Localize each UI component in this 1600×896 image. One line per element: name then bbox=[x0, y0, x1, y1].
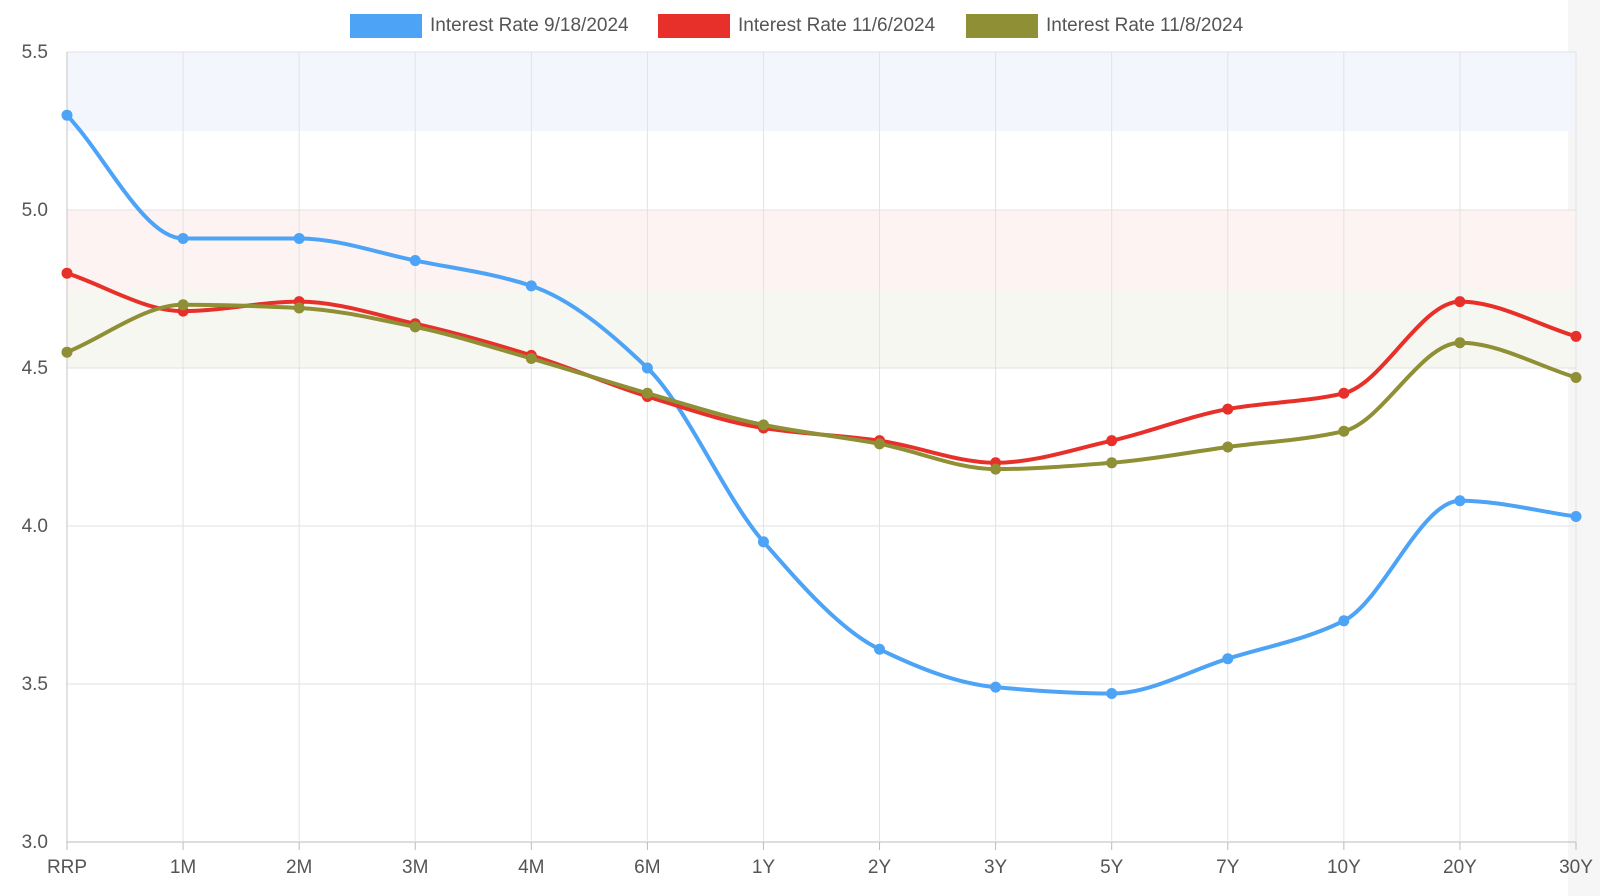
data-point bbox=[757, 419, 769, 431]
y-tick-label: 3.5 bbox=[22, 674, 48, 695]
legend-label: Interest Rate 9/18/2024 bbox=[430, 15, 629, 36]
x-tick-label: 1M bbox=[170, 857, 196, 878]
data-point bbox=[874, 643, 886, 655]
data-point bbox=[61, 267, 73, 279]
y-tick-label: 3.0 bbox=[22, 832, 48, 853]
y-tick-label: 5.5 bbox=[22, 42, 48, 63]
data-point bbox=[61, 109, 73, 121]
x-tick-label: 3Y bbox=[984, 857, 1008, 878]
x-tick-label: 2M bbox=[286, 857, 312, 878]
legend-swatch bbox=[658, 14, 730, 38]
data-point bbox=[1454, 296, 1466, 308]
data-point bbox=[525, 280, 537, 292]
legend: Interest Rate 9/18/2024 Interest Rate 11… bbox=[0, 10, 1600, 42]
data-point bbox=[1338, 387, 1350, 399]
data-point bbox=[409, 255, 421, 267]
series-line-1 bbox=[65, 113, 1578, 696]
shaded-band-2 bbox=[67, 210, 1576, 289]
data-point bbox=[177, 299, 189, 311]
data-point bbox=[409, 321, 421, 333]
data-point bbox=[1222, 403, 1234, 415]
data-point bbox=[1570, 330, 1582, 342]
x-tick-label: 10Y bbox=[1327, 857, 1361, 878]
data-point bbox=[1570, 511, 1582, 523]
shaded-band-1 bbox=[67, 52, 1576, 131]
x-tick-label: 6M bbox=[634, 857, 660, 878]
data-point bbox=[1454, 495, 1466, 507]
legend-label: Interest Rate 11/8/2024 bbox=[1046, 15, 1244, 36]
y-tick-label: 4.5 bbox=[22, 358, 48, 379]
data-point bbox=[641, 362, 653, 374]
legend-item-series-1[interactable]: Interest Rate 9/18/2024 bbox=[350, 10, 629, 42]
data-point bbox=[874, 438, 886, 450]
x-tick-label: 20Y bbox=[1443, 857, 1477, 878]
x-tick-label: 1Y bbox=[752, 857, 776, 878]
x-tick-label: 7Y bbox=[1216, 857, 1240, 878]
x-tick-label: 5Y bbox=[1100, 857, 1124, 878]
data-point bbox=[1454, 337, 1466, 349]
legend-label: Interest Rate 11/6/2024 bbox=[738, 15, 936, 36]
scrollbar-track[interactable] bbox=[1568, 0, 1600, 896]
legend-item-series-3[interactable]: Interest Rate 11/8/2024 bbox=[966, 10, 1243, 42]
data-point bbox=[293, 302, 305, 314]
y-tick-label: 4.0 bbox=[22, 516, 48, 537]
legend-item-series-2[interactable]: Interest Rate 11/6/2024 bbox=[658, 10, 935, 42]
x-tick-label: 30Y bbox=[1559, 857, 1593, 878]
legend-swatch bbox=[966, 14, 1038, 38]
data-point bbox=[177, 232, 189, 244]
data-point bbox=[1222, 441, 1234, 453]
data-point bbox=[1338, 615, 1350, 627]
data-point bbox=[990, 463, 1002, 475]
data-point bbox=[1222, 653, 1234, 665]
data-point bbox=[293, 232, 305, 244]
data-point bbox=[525, 353, 537, 365]
x-tick-label: RRP bbox=[47, 857, 87, 878]
data-point bbox=[1106, 435, 1118, 447]
x-tick-label: 4M bbox=[518, 857, 544, 878]
y-tick-label: 5.0 bbox=[22, 200, 48, 221]
data-point bbox=[990, 681, 1002, 693]
x-tick-label: 3M bbox=[402, 857, 428, 878]
legend-swatch bbox=[350, 14, 422, 38]
data-point bbox=[1106, 687, 1118, 699]
data-point bbox=[641, 387, 653, 399]
x-tick-label: 2Y bbox=[868, 857, 892, 878]
data-point bbox=[1570, 371, 1582, 383]
data-point bbox=[1338, 425, 1350, 437]
data-point bbox=[1106, 457, 1118, 469]
data-point bbox=[757, 536, 769, 548]
data-point bbox=[61, 346, 73, 358]
